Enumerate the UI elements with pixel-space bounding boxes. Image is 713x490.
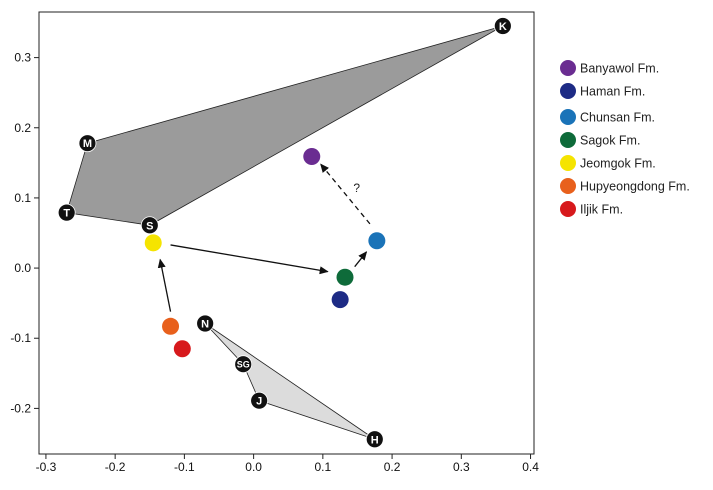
- y-tick-label: -0.2: [10, 401, 31, 415]
- y-axis: -0.2 -0.1 0.0 0.1 0.2 0.3: [10, 51, 39, 415]
- data-point-chunsan-fm: [368, 232, 386, 250]
- x-tick-label: -0.2: [105, 460, 126, 474]
- legend-item-sagok-fm: Sagok Fm.: [560, 132, 640, 148]
- legend-item-hupyeongdong-fm: Hupyeongdong Fm.: [560, 178, 690, 194]
- reference-points: K M T S N SG J H: [57, 17, 512, 449]
- reference-label: SG: [237, 359, 250, 369]
- legend-item-jeomgok-fm: Jeomgok Fm.: [560, 155, 656, 171]
- reference-label: K: [499, 21, 507, 33]
- legend-item-banyawol-fm: Banyawol Fm.: [560, 60, 659, 76]
- arrows-layer: ?: [157, 163, 371, 312]
- reference-label: N: [201, 319, 209, 331]
- reference-point-sg: SG: [234, 355, 253, 374]
- reference-label: S: [146, 220, 153, 232]
- x-tick-label: 0.0: [245, 460, 262, 474]
- data-point-hupyeongdong-fm: [162, 317, 180, 335]
- polygon-n-h-j-sg: [204, 323, 375, 440]
- polygon-k-m-t-s: [66, 25, 504, 226]
- legend: Banyawol Fm. Haman Fm. Chunsan Fm. Sagok Fm…: [560, 60, 690, 217]
- reference-point-n: N: [196, 314, 215, 333]
- x-tick-label: -0.1: [174, 460, 195, 474]
- x-tick-label: 0.1: [315, 460, 332, 474]
- reference-marker: [140, 216, 159, 235]
- reference-marker: [250, 391, 269, 410]
- legend-item-haman-fm: Haman Fm.: [560, 83, 645, 99]
- data-point-banyawol-fm: [303, 148, 321, 166]
- polygons-layer: [66, 25, 504, 440]
- x-tick-label: 0.2: [384, 460, 401, 474]
- legend-label: Iljik Fm.: [580, 203, 623, 217]
- legend-marker: [560, 178, 576, 194]
- legend-marker: [560, 60, 576, 76]
- legend-marker: [560, 109, 576, 125]
- y-tick-label: 0.0: [14, 261, 31, 275]
- y-tick-label: 0.2: [14, 121, 31, 135]
- reference-point-m: M: [78, 134, 97, 153]
- y-tick-label: 0.3: [14, 51, 31, 65]
- reference-marker: [57, 203, 76, 222]
- reference-point-h: H: [365, 430, 384, 449]
- reference-label: T: [63, 208, 70, 220]
- legend-label: Chunsan Fm.: [580, 111, 655, 125]
- reference-point-k: K: [493, 17, 512, 35]
- data-point-jeomgok-fm: [144, 234, 162, 252]
- reference-marker: [234, 355, 253, 374]
- arrow-4: [320, 163, 371, 225]
- reference-point-t: T: [57, 203, 76, 222]
- legend-item-chunsan-fm: Chunsan Fm.: [560, 109, 655, 125]
- data-points: [144, 148, 386, 358]
- legend-label: Banyawol Fm.: [580, 62, 659, 76]
- y-tick-label: 0.1: [14, 191, 31, 205]
- plot-frame: [38, 11, 535, 455]
- arrow-3: [354, 251, 368, 268]
- arrow-2: [170, 244, 329, 275]
- legend-marker: [560, 132, 576, 148]
- x-tick-label: -0.3: [36, 460, 57, 474]
- legend-marker: [560, 201, 576, 217]
- data-point-haman-fm: [331, 291, 349, 309]
- reference-marker: [365, 430, 384, 449]
- y-tick-label: -0.1: [10, 331, 31, 345]
- legend-label: Hupyeongdong Fm.: [580, 180, 690, 194]
- x-tick-label: 0.3: [453, 460, 470, 474]
- arrow-annotation: ?: [353, 181, 360, 195]
- reference-marker: [493, 17, 512, 35]
- reference-marker: [196, 314, 215, 333]
- legend-marker: [560, 155, 576, 171]
- reference-label: M: [83, 138, 92, 150]
- legend-label: Jeomgok Fm.: [580, 157, 656, 171]
- data-point-sagok-fm: [336, 268, 354, 286]
- data-point-iljik-fm: [173, 340, 191, 358]
- x-tick-label: 0.4: [522, 460, 539, 474]
- reference-point-s: S: [140, 216, 159, 235]
- legend-label: Haman Fm.: [580, 85, 645, 99]
- reference-point-j: J: [250, 391, 269, 410]
- arrow-1: [157, 258, 172, 312]
- legend-label: Sagok Fm.: [580, 134, 640, 148]
- legend-marker: [560, 83, 576, 99]
- reference-label: J: [256, 396, 262, 408]
- legend-item-iljik-fm: Iljik Fm.: [560, 201, 623, 217]
- reference-marker: [78, 134, 97, 153]
- x-axis: -0.3 -0.2 -0.1 0.0 0.1 0.2 0.3 0.4: [36, 454, 539, 474]
- reference-label: H: [371, 434, 379, 446]
